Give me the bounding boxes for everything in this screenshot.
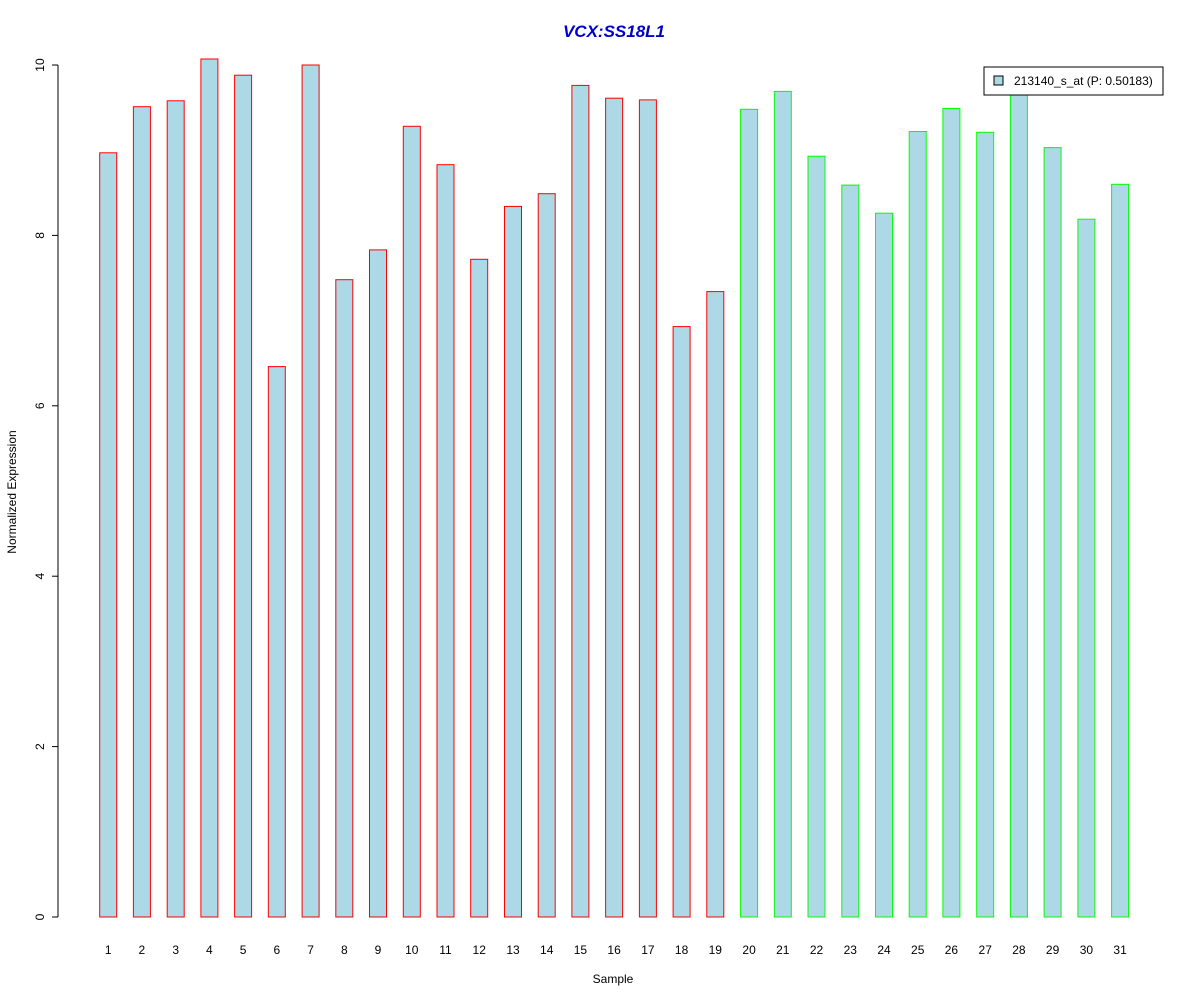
x-tick-label: 26 bbox=[945, 943, 959, 957]
x-tick-label: 12 bbox=[473, 943, 487, 957]
x-tick-label: 2 bbox=[139, 943, 146, 957]
x-tick-label: 11 bbox=[439, 943, 452, 957]
x-tick-label: 19 bbox=[709, 943, 723, 957]
bar-sample-5 bbox=[234, 74, 253, 918]
y-tick-label: 10 bbox=[33, 58, 47, 72]
bar-sample-9 bbox=[369, 249, 387, 918]
x-tick-label: 23 bbox=[844, 943, 858, 957]
x-axis-label: Sample bbox=[593, 972, 634, 986]
x-tick-label: 16 bbox=[607, 943, 621, 957]
y-tick-label: 2 bbox=[33, 743, 47, 750]
y-axis: 0 2 4 6 8 10 bbox=[33, 58, 59, 920]
bar-sample-27 bbox=[976, 131, 995, 918]
legend-label: 213140_s_at (P: 0.50183) bbox=[1014, 74, 1153, 88]
bar-sample-15 bbox=[571, 84, 590, 918]
chart-title: VCX:SS18L1 bbox=[563, 22, 665, 41]
x-tick-label: 6 bbox=[273, 943, 280, 957]
x-tick-label: 25 bbox=[911, 943, 925, 957]
bar-sample-1 bbox=[99, 152, 118, 918]
x-tick-label: 17 bbox=[641, 943, 655, 957]
bar-sample-17 bbox=[638, 99, 657, 918]
y-tick-label: 4 bbox=[33, 573, 47, 580]
x-tick-label: 21 bbox=[776, 943, 790, 957]
x-tick-label: 15 bbox=[574, 943, 588, 957]
x-tick-label: 28 bbox=[1012, 943, 1026, 957]
x-tick-label: 27 bbox=[979, 943, 993, 957]
bar-sample-26 bbox=[942, 108, 961, 918]
bar-sample-18 bbox=[672, 326, 691, 918]
bar-sample-31 bbox=[1111, 183, 1130, 918]
legend-swatch bbox=[993, 75, 1004, 86]
x-tick-label: 7 bbox=[307, 943, 314, 957]
bar-sample-23 bbox=[841, 184, 860, 918]
x-tick-label: 18 bbox=[675, 943, 689, 957]
x-tick-label: 29 bbox=[1046, 943, 1060, 957]
x-tick-label: 30 bbox=[1080, 943, 1094, 957]
bar-sample-28 bbox=[1009, 92, 1028, 918]
bar-sample-25 bbox=[908, 131, 927, 918]
bar-sample-14 bbox=[537, 193, 556, 918]
x-tick-label: 20 bbox=[742, 943, 756, 957]
bar-sample-13 bbox=[504, 205, 522, 918]
x-tick-labels: 1 2 3 4 5 6 7 8 9 10 11 12 13 14 15 16 17 18 19 20 21 22 23 24 2… bbox=[105, 943, 1127, 957]
legend-box bbox=[983, 66, 1164, 96]
bars-group bbox=[99, 58, 1130, 918]
bar-sample-11 bbox=[436, 164, 455, 918]
x-tick-label: 14 bbox=[540, 943, 554, 957]
bar-sample-6 bbox=[267, 366, 286, 918]
x-tick-label: 5 bbox=[240, 943, 247, 957]
x-tick-label: 3 bbox=[172, 943, 179, 957]
bar-sample-2 bbox=[132, 106, 151, 918]
bar-sample-16 bbox=[605, 97, 624, 918]
x-tick-label: 1 bbox=[105, 943, 112, 957]
bar-sample-8 bbox=[335, 279, 354, 918]
y-axis-label: Normalized Expression bbox=[5, 430, 19, 553]
x-tick-label: 22 bbox=[810, 943, 824, 957]
bar-sample-22 bbox=[807, 155, 826, 918]
x-tick-label: 31 bbox=[1113, 943, 1127, 957]
bar-sample-10 bbox=[402, 125, 421, 918]
bar-sample-20 bbox=[740, 108, 759, 918]
x-tick-label: 24 bbox=[877, 943, 891, 957]
x-tick-label: 4 bbox=[206, 943, 213, 957]
y-tick-label: 0 bbox=[33, 913, 47, 920]
x-tick-label: 13 bbox=[506, 943, 520, 957]
bar-sample-29 bbox=[1043, 147, 1062, 918]
x-tick-label: 9 bbox=[375, 943, 382, 957]
bar-sample-7 bbox=[301, 64, 320, 918]
legend: 213140_s_at (P: 0.50183) bbox=[983, 66, 1164, 96]
y-tick-label: 8 bbox=[33, 232, 47, 239]
bar-sample-4 bbox=[200, 58, 219, 918]
x-tick-label: 8 bbox=[341, 943, 348, 957]
bar-sample-19 bbox=[706, 291, 725, 918]
x-tick-label: 10 bbox=[405, 943, 419, 957]
bar-sample-30 bbox=[1077, 218, 1096, 918]
y-tick-label: 6 bbox=[33, 402, 47, 409]
bar-sample-12 bbox=[470, 258, 489, 918]
bar-sample-3 bbox=[166, 100, 185, 918]
bar-sample-21 bbox=[773, 90, 792, 918]
bar-sample-24 bbox=[875, 212, 893, 918]
